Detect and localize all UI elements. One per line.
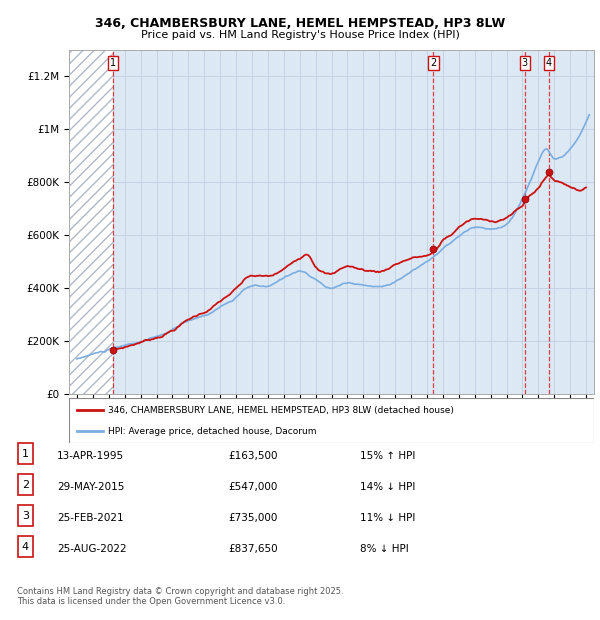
Text: 2: 2 bbox=[22, 480, 29, 490]
FancyBboxPatch shape bbox=[17, 505, 33, 526]
Text: 25-AUG-2022: 25-AUG-2022 bbox=[57, 544, 127, 554]
Text: 29-MAY-2015: 29-MAY-2015 bbox=[57, 482, 124, 492]
Text: 11% ↓ HPI: 11% ↓ HPI bbox=[360, 513, 415, 523]
Text: 13-APR-1995: 13-APR-1995 bbox=[57, 451, 124, 461]
Text: Price paid vs. HM Land Registry's House Price Index (HPI): Price paid vs. HM Land Registry's House … bbox=[140, 30, 460, 40]
Text: 1: 1 bbox=[110, 58, 116, 68]
Text: 25-FEB-2021: 25-FEB-2021 bbox=[57, 513, 124, 523]
Text: 15% ↑ HPI: 15% ↑ HPI bbox=[360, 451, 415, 461]
Text: 346, CHAMBERSBURY LANE, HEMEL HEMPSTEAD, HP3 8LW (detached house): 346, CHAMBERSBURY LANE, HEMEL HEMPSTEAD,… bbox=[109, 405, 454, 415]
FancyBboxPatch shape bbox=[17, 474, 33, 495]
Text: 346, CHAMBERSBURY LANE, HEMEL HEMPSTEAD, HP3 8LW: 346, CHAMBERSBURY LANE, HEMEL HEMPSTEAD,… bbox=[95, 17, 505, 30]
Text: 4: 4 bbox=[22, 542, 29, 552]
FancyBboxPatch shape bbox=[17, 443, 33, 464]
Text: 1: 1 bbox=[22, 449, 29, 459]
Text: £735,000: £735,000 bbox=[228, 513, 277, 523]
Bar bbox=[69, 50, 113, 394]
Text: 14% ↓ HPI: 14% ↓ HPI bbox=[360, 482, 415, 492]
Text: 4: 4 bbox=[545, 58, 552, 68]
FancyBboxPatch shape bbox=[69, 398, 594, 443]
FancyBboxPatch shape bbox=[17, 536, 33, 557]
Text: £163,500: £163,500 bbox=[228, 451, 277, 461]
Text: HPI: Average price, detached house, Dacorum: HPI: Average price, detached house, Daco… bbox=[109, 427, 317, 436]
Text: 2: 2 bbox=[430, 58, 437, 68]
Text: 3: 3 bbox=[22, 511, 29, 521]
Text: Contains HM Land Registry data © Crown copyright and database right 2025.
This d: Contains HM Land Registry data © Crown c… bbox=[17, 587, 343, 606]
Text: £837,650: £837,650 bbox=[228, 544, 278, 554]
Text: 3: 3 bbox=[522, 58, 528, 68]
Text: £547,000: £547,000 bbox=[228, 482, 277, 492]
Text: 8% ↓ HPI: 8% ↓ HPI bbox=[360, 544, 409, 554]
